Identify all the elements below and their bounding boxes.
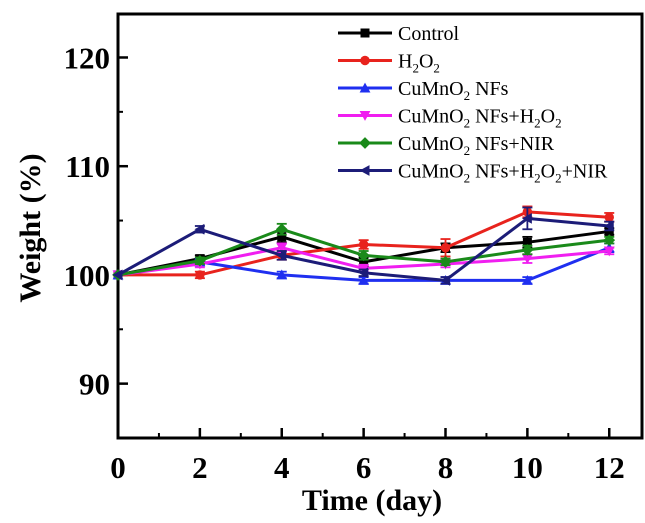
y-tick-label: 120: [64, 40, 111, 75]
x-tick-label: 0: [110, 450, 126, 485]
y-tick-label: 100: [64, 258, 111, 293]
series-layer: [112, 205, 616, 286]
data-point: [521, 244, 534, 256]
data-point: [440, 274, 450, 286]
legend-swatch-marker: [359, 137, 371, 149]
data-point: [357, 249, 370, 262]
series-5: [112, 222, 616, 281]
data-point: [604, 212, 614, 223]
data-point: [604, 226, 614, 236]
data-point: [195, 270, 205, 280]
data-point: [358, 267, 369, 279]
data-point: [440, 243, 451, 253]
legend-swatch-marker: [359, 165, 370, 176]
legend-swatch-marker: [360, 55, 370, 66]
data-point: [358, 239, 369, 250]
plot-frame: [116, 12, 644, 440]
data-point: [276, 269, 288, 280]
legend-swatch-marker: [359, 111, 371, 121]
data-point: [194, 254, 206, 267]
x-tick-label: 2: [192, 450, 208, 485]
legend-swatch-marker: [359, 82, 371, 93]
legend-label: Control: [398, 23, 460, 45]
data-point: [277, 232, 287, 242]
data-point: [521, 212, 532, 224]
legend-item-2: H2O2: [338, 51, 440, 76]
data-point: [112, 269, 123, 281]
data-point: [359, 257, 369, 267]
legend-item-3: CuMnO2 NFs: [338, 78, 509, 103]
plot-border: [116, 12, 644, 440]
data-point: [521, 274, 533, 285]
legend-label: CuMnO2 NFs+H2O2: [398, 106, 562, 131]
legend-label: CuMnO2 NFs+H2O2+NIR: [398, 161, 608, 186]
legend-item-6: CuMnO2 NFs+H2O2+NIR: [338, 161, 608, 186]
y-tick-label: 110: [65, 149, 110, 184]
y-tick-label: 90: [79, 367, 110, 402]
legend-label: H2O2: [398, 51, 440, 76]
x-tick-label: 8: [438, 450, 454, 485]
y-axis: 90 100 110 120: [64, 40, 128, 439]
x-axis: 0 2 4 6 8 10 12: [110, 428, 625, 485]
legend-item-1: Control: [338, 23, 460, 45]
series-6: [112, 206, 615, 286]
legend-item-5: CuMnO2 NFs+NIR: [338, 133, 555, 158]
data-point: [194, 223, 205, 235]
legend-swatch-marker: [360, 28, 370, 38]
legend-label: CuMnO2 NFs+NIR: [398, 133, 555, 158]
y-axis-label: Weight (%): [14, 153, 47, 302]
data-point: [276, 243, 288, 254]
data-point: [358, 274, 370, 285]
data-point: [522, 237, 532, 247]
data-point: [603, 234, 616, 246]
data-point: [275, 223, 288, 236]
data-point: [603, 220, 614, 232]
legend-label: CuMnO2 NFs: [398, 78, 509, 103]
data-point: [521, 254, 533, 265]
data-point: [439, 256, 452, 268]
data-point: [276, 249, 287, 261]
legend-item-4: CuMnO2 NFs+H2O2: [338, 106, 562, 131]
x-tick-label: 10: [512, 450, 543, 485]
x-tick-label: 6: [356, 450, 372, 485]
x-tick-label: 12: [594, 450, 625, 485]
data-point: [603, 246, 615, 257]
x-tick-label: 4: [274, 450, 290, 485]
x-axis-label: Time (day): [302, 484, 442, 517]
